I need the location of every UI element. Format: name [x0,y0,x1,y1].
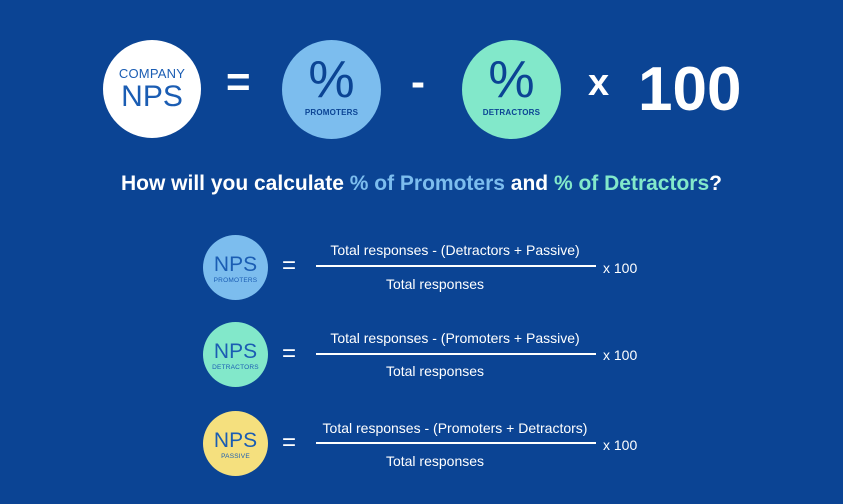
formula-numerator: Total responses - (Promoters + Passive) [330,330,580,346]
question-heading: How will you calculate % of Promoters an… [0,172,843,196]
promoters-label: PROMOTERS [304,108,359,117]
company-nps-label: NPS [121,79,183,113]
fraction-bar [316,442,596,444]
badge-title: NPS [213,252,258,276]
formula-equals-sign: = [282,340,297,367]
fraction-bar [316,265,596,267]
equals-sign: = [226,58,251,105]
badge-label: PROMOTERS [213,276,258,284]
formula-multiplier: x 100 [603,347,638,363]
detractors-label: DETRACTORS [482,108,541,117]
badge-label: PASSIVE [221,452,250,460]
formula-multiplier: x 100 [603,437,638,453]
formula-denominator: Total responses [385,276,485,292]
nps-passive-badge: NPS PASSIVE [203,411,268,476]
hundred-value: 100 [638,55,742,124]
formula-numerator: Total responses - (Promoters + Detractor… [322,420,588,436]
formula-denominator: Total responses [385,363,485,379]
badge-title: NPS [213,339,258,363]
formula-multiplier: x 100 [603,260,638,276]
formula-equals-sign: = [282,429,297,456]
promoters-percent-circle: % PROMOTERS [282,40,381,139]
percent-symbol: % [308,51,355,109]
question-highlight-promoters: % of Promoters [349,172,505,195]
nps-detractors-badge: NPS DETRACTORS [203,322,268,387]
question-part-1: How will you calculate [121,172,350,195]
badge-label: DETRACTORS [212,363,259,371]
nps-promoters-badge: NPS PROMOTERS [203,235,268,300]
minus-sign: - [411,58,425,105]
question-part-2: and [504,172,554,195]
question-part-3: ? [709,172,722,195]
formula-numerator: Total responses - (Detractors + Passive) [330,242,580,258]
formula-equals-sign: = [282,252,297,279]
detractors-percent-circle: % DETRACTORS [462,40,561,139]
fraction-bar [316,353,596,355]
percent-symbol: % [488,51,535,109]
company-label: COMPANY [118,65,186,81]
badge-title: NPS [213,428,258,452]
company-nps-circle: COMPANY NPS [103,40,201,138]
formula-denominator: Total responses [385,453,485,469]
times-sign: x [588,62,610,104]
question-highlight-detractors: % of Detractors [553,172,710,195]
